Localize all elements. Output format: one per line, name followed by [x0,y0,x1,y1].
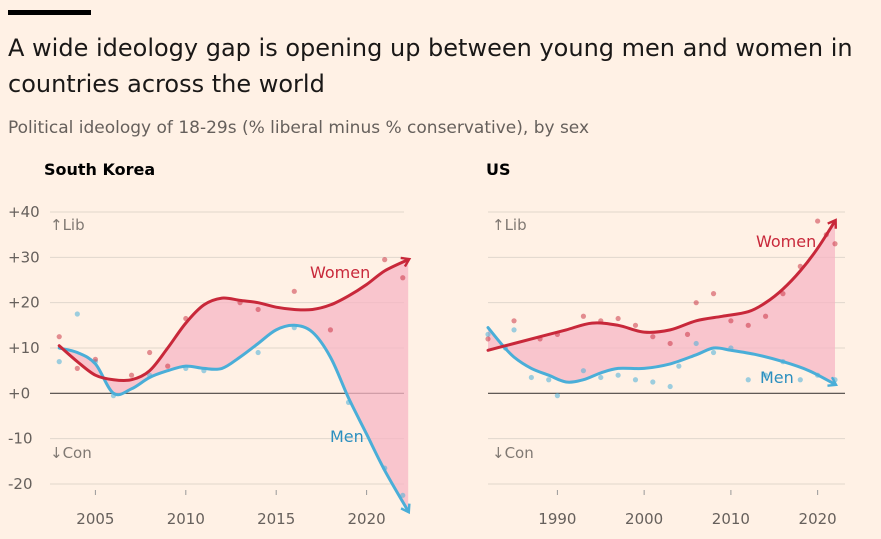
y-tick-label: +20 [8,294,40,312]
x-tick-label: 2015 [257,510,295,528]
men-data-point [598,374,604,381]
women-trend-line [57,256,412,383]
women-data-point [650,334,656,340]
women-data-point [762,313,769,319]
women-data-point [745,322,751,328]
men-series-label: Men [760,368,794,387]
women-data-point [580,313,587,319]
x-tick-label: 2010 [167,510,205,528]
men-data-point [511,327,517,333]
women-data-point [255,306,261,313]
women-data-point [382,257,388,263]
x-tick-label: 1990 [538,510,576,528]
con-annotation: ↓Con [50,444,92,462]
x-tick-label: 2000 [625,510,663,528]
men-data-point [710,349,717,356]
gap-area [488,221,835,385]
y-tick-label: +30 [8,248,40,266]
men-data-point [485,331,491,337]
men-data-point [762,372,769,378]
x-tick-label: 2020 [799,510,837,528]
men-data-point [74,311,80,317]
men-data-point [832,377,838,383]
women-data-point [710,291,717,297]
women-data-point [684,331,691,337]
lib-annotation: ↑Lib [492,216,527,234]
panel-title-south-korea: South Korea [44,160,156,179]
men-data-point [676,363,682,369]
y-tick-label: +40 [8,203,40,221]
x-tick-label: 2005 [76,510,114,528]
men-data-point [56,359,62,365]
men-data-point [650,379,656,385]
men-data-point [400,492,406,498]
lib-annotation: ↑Lib [50,216,85,234]
x-tick-label: 2020 [348,510,386,528]
women-data-point [400,275,406,281]
y-tick-label: +10 [8,339,40,357]
women-data-point [632,322,639,328]
men-data-point [554,393,560,399]
women-data-point [511,318,517,324]
women-data-point [74,365,80,371]
women-data-point [728,318,734,324]
men-data-point [580,368,587,374]
women-data-point [165,363,171,369]
chart-title: A wide ideology gap is opening up betwee… [8,34,853,98]
men-data-point [745,377,751,383]
panel-south-korea: +40 +30 +20 +10 +0 -10 -20 2005 2010 2015 2020 ↑Lib… [8,203,412,528]
men-data-point [546,377,552,383]
men-data-point [632,377,639,383]
men-data-point [797,377,803,383]
women-data-point [291,288,297,294]
men-series-label: Men [330,427,364,446]
men-data-point [667,383,673,390]
women-data-point [327,327,334,333]
men-data-point [693,340,699,347]
women-data-point [667,340,673,347]
women-trend-line [486,218,837,352]
brand-bar [8,10,91,15]
x-tick-label: 2010 [712,510,750,528]
men-trend-line [57,323,411,515]
panel-title-us: US [486,160,511,179]
women-series-label: Women [756,232,816,251]
women-data-point [615,315,621,322]
men-data-point [255,349,261,356]
women-data-point [128,372,135,378]
con-annotation: ↓Con [492,444,534,462]
women-series-label: Women [310,263,370,282]
y-tick-label: -20 [8,475,33,493]
women-data-point [693,300,699,306]
women-data-point [832,241,838,247]
women-data-point [815,218,821,224]
men-data-point [528,374,534,381]
women-data-point [147,349,153,356]
women-data-point [485,336,491,342]
women-data-point [56,334,62,340]
y-tick-label: -10 [8,430,33,448]
y-tick-label: +0 [8,384,30,402]
panel-us: 1990 2000 2010 2020 ↑Lib ↓Con Women Men [485,211,845,528]
men-trend-line [486,326,838,387]
gap-area [59,259,409,512]
chart-subtitle: Political ideology of 18-29s (% liberal … [8,118,590,138]
men-data-point [615,372,621,378]
women-data-point [780,291,786,297]
